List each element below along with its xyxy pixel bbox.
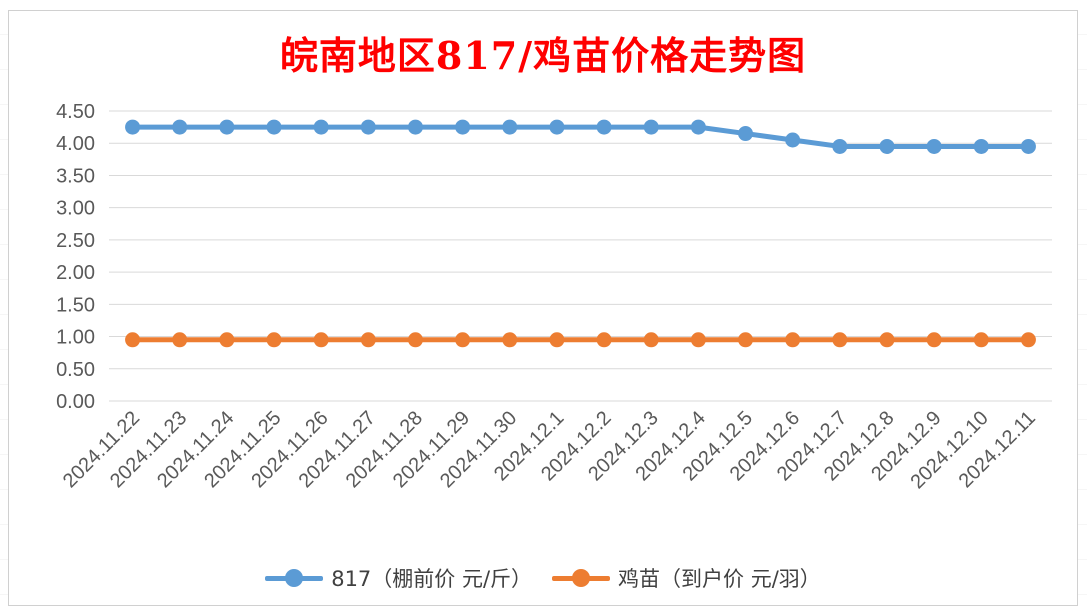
series-1-point-7 (455, 119, 471, 135)
chart-area[interactable]: 皖南地区817/鸡苗价格走势图 0.00 0.50 1.00 1.50 2.00 2.50… (8, 10, 1078, 606)
series-1-point-1 (172, 119, 188, 135)
legend-label-series-2: 鸡苗（到户价 元/羽） (618, 567, 821, 591)
y-tick-label-9: 4.50 (56, 101, 95, 123)
series-1-point-4 (313, 119, 329, 135)
series-1-point-11 (643, 119, 659, 135)
series-2-point-17 (926, 332, 942, 348)
y-tick-label-4: 2.00 (56, 262, 95, 284)
y-tick-label-3: 1.50 (56, 294, 95, 316)
series-1-point-5 (360, 119, 376, 135)
series-1-point-15 (832, 138, 848, 154)
y-tick-label-8: 4.00 (56, 133, 95, 155)
legend: 817（棚前价 元/斤） 鸡苗（到户价 元/羽） (9, 563, 1077, 593)
series-2-point-1 (172, 332, 188, 348)
series-1-point-6 (407, 119, 423, 135)
series-1-point-2 (219, 119, 235, 135)
series-1-point-18 (973, 138, 989, 154)
series-2-point-0 (125, 332, 141, 348)
series-2-point-7 (455, 332, 471, 348)
series-2-point-19 (1020, 332, 1036, 348)
series-2-point-4 (313, 332, 329, 348)
series-2-point-2 (219, 332, 235, 348)
series-2-point-11 (643, 332, 659, 348)
y-tick-label-0: 0.00 (56, 391, 95, 413)
series-1-point-14 (785, 132, 801, 148)
series-2-point-15 (832, 332, 848, 348)
series-1-point-13 (738, 126, 754, 142)
series-1-point-10 (596, 119, 612, 135)
y-tick-label-5: 2.50 (56, 230, 95, 252)
series-1-point-0 (125, 119, 141, 135)
series-2-point-5 (360, 332, 376, 348)
series-2-point-6 (407, 332, 423, 348)
y-tick-label-2: 1.00 (56, 327, 95, 349)
series-1-point-17 (926, 138, 942, 154)
chart-title: 皖南地区817/鸡苗价格走势图 (279, 33, 807, 78)
y-tick-label-1: 0.50 (56, 359, 95, 381)
legend-item-series-1: 817（棚前价 元/斤） (265, 563, 532, 593)
series-1-point-3 (266, 119, 282, 135)
series-1-point-8 (502, 119, 518, 135)
series-2-point-18 (973, 332, 989, 348)
legend-item-series-2: 鸡苗（到户价 元/羽） (552, 563, 821, 593)
y-tick-label-7: 3.50 (56, 165, 95, 187)
series-2-point-10 (596, 332, 612, 348)
series-1-point-16 (879, 138, 895, 154)
legend-swatch-series-2 (552, 569, 611, 587)
series-1-point-19 (1020, 138, 1036, 154)
series-2-point-8 (502, 332, 518, 348)
series-2-point-9 (549, 332, 565, 348)
series-2-point-12 (690, 332, 706, 348)
plot-area: 0.00 0.50 1.00 1.50 2.00 2.50 3.00 3.50 4.00 4.50… (56, 101, 1052, 493)
series-2-point-16 (879, 332, 895, 348)
series-1-point-12 (690, 119, 706, 135)
legend-swatch-series-1 (265, 569, 324, 587)
series-1-point-9 (549, 119, 565, 135)
series-2-point-13 (738, 332, 754, 348)
legend-label-series-1: 817（棚前价 元/斤） (331, 567, 533, 591)
y-tick-label-6: 3.00 (56, 198, 95, 220)
series-2-point-14 (785, 332, 801, 348)
series-line-1 (130, 124, 1031, 149)
series-2-point-3 (266, 332, 282, 348)
